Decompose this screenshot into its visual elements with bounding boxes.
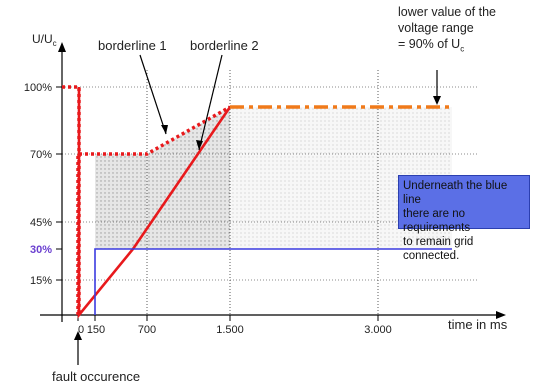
shaded-region-dark <box>95 107 230 249</box>
note-line3: to remain grid connected. <box>403 236 474 262</box>
x-tick-label: 700 <box>138 324 156 336</box>
lower-value-line3: = 90% of Uc <box>398 37 465 54</box>
y-tick-label: 100% <box>24 82 52 94</box>
tick-labels: 100% 70% 45% 30% 15% 0 150 700 1.500 3.000 <box>24 82 392 336</box>
lower-value-arrowhead <box>433 96 441 105</box>
lower-value-line2: voltage range <box>398 21 474 35</box>
x-tick-label: 150 <box>87 324 105 336</box>
lower-value-label: lower value of the voltage range = 90% o… <box>398 4 496 58</box>
borderline1-arrowhead <box>161 125 168 134</box>
note-line2: there are no requirements <box>403 208 471 234</box>
series-borderline-2 <box>77 87 232 319</box>
borderline2-label: borderline 2 <box>190 38 259 53</box>
x-tick-label: 1.500 <box>216 324 244 336</box>
y-tick-label: 15% <box>30 275 52 287</box>
borderline2-arrowhead <box>196 140 203 150</box>
x-axis-arrowhead <box>496 311 506 319</box>
y-axis-arrowhead <box>58 42 66 52</box>
grid <box>62 70 478 322</box>
x-tick-label: 3.000 <box>364 324 392 336</box>
fault-arrowhead <box>74 331 82 340</box>
borderline1-pointer <box>139 54 167 135</box>
x-tick-label: 0 <box>78 324 84 336</box>
borderline2-pointer <box>198 54 223 151</box>
lower-value-line1: lower value of the <box>398 5 496 19</box>
y-axis-label: U/Uc <box>32 32 57 48</box>
x-axis-label: time in ms <box>448 317 508 332</box>
axes <box>40 42 506 322</box>
series-blue-line <box>94 248 452 315</box>
series-lines <box>62 85 452 319</box>
y-tick-label: 70% <box>30 149 52 161</box>
shaded-region-light <box>230 107 452 249</box>
note-box: Underneath the blue line there are no re… <box>398 175 530 262</box>
y-tick-label: 45% <box>30 217 52 229</box>
fault-occurence-label: fault occurence <box>52 369 141 384</box>
borderline1-label: borderline 1 <box>98 38 167 53</box>
note-line1: Underneath the blue line <box>403 180 508 206</box>
y-tick-label: 30% <box>30 244 52 256</box>
